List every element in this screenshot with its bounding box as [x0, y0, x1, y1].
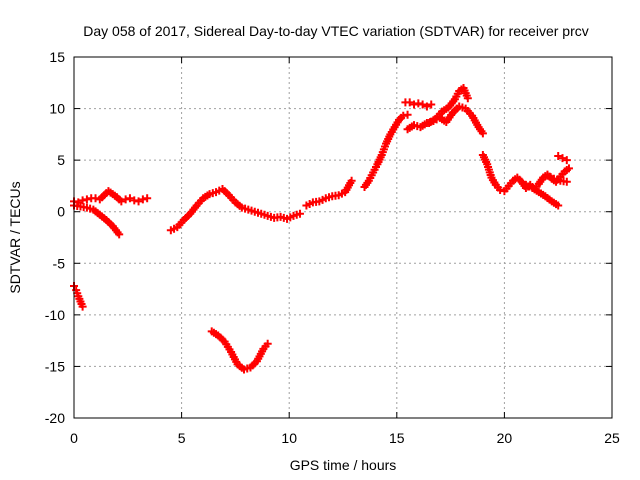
x-tick-label: 0 [70, 430, 78, 446]
series-s10 [425, 83, 472, 128]
x-tick-label: 20 [497, 430, 513, 446]
series-s14 [543, 171, 571, 186]
chart-title: Day 058 of 2017, Sidereal Day-to-day VTE… [83, 23, 589, 39]
data-point [347, 176, 356, 185]
y-axis-title: SDTVAR / TECUs [7, 181, 23, 293]
data-point [78, 302, 87, 311]
data-point [399, 111, 408, 120]
data-point [117, 197, 126, 206]
y-tick-label: 0 [57, 204, 65, 220]
x-tick-label: 5 [178, 430, 186, 446]
data-point [414, 99, 423, 108]
y-tick-label: -5 [53, 255, 66, 271]
data-point [125, 194, 134, 203]
x-tick-label: 10 [281, 430, 297, 446]
data-point [405, 98, 414, 107]
data-point [263, 339, 272, 348]
data-point [558, 154, 567, 163]
data-point [554, 152, 563, 161]
data-point [403, 110, 412, 119]
series-s5 [207, 327, 272, 374]
axis-ticks [73, 56, 613, 419]
series-s8 [401, 98, 436, 111]
y-tick-label: -15 [45, 358, 65, 374]
data-point [134, 197, 143, 206]
data-point [82, 195, 91, 204]
data-point [143, 194, 152, 203]
data-point [410, 100, 419, 109]
data-point [418, 100, 427, 109]
tick-labels: 0 5 10 15 20 25 -20 -15 -10 -5 0 5 10 15 [45, 49, 620, 446]
data-point [478, 129, 487, 138]
y-tick-label: 15 [49, 49, 65, 65]
y-tick-label: -10 [45, 307, 65, 323]
y-tick-label: -20 [45, 410, 65, 426]
data-point [496, 186, 505, 195]
series-s6 [302, 176, 356, 210]
data-point [115, 230, 124, 239]
y-tick-label: 10 [49, 101, 65, 117]
data-point [562, 177, 571, 186]
y-tick-label: 5 [57, 152, 65, 168]
series-s7 [360, 110, 412, 191]
data-point [78, 196, 87, 205]
series-s13 [554, 152, 571, 165]
data-point [130, 196, 139, 205]
series-s4 [166, 185, 304, 235]
data-points [70, 83, 573, 374]
data-point [91, 194, 100, 203]
data-point [427, 100, 436, 109]
x-axis-title: GPS time / hours [290, 457, 397, 473]
plot-frame [73, 56, 613, 419]
data-point [295, 209, 304, 218]
data-point [554, 201, 563, 210]
data-point [463, 94, 472, 103]
data-point [121, 195, 130, 204]
data-point [138, 195, 147, 204]
data-point [564, 164, 573, 173]
grid-lines [74, 57, 612, 418]
data-point [562, 156, 571, 165]
series-s12 [521, 180, 563, 210]
x-tick-label: 15 [389, 430, 405, 446]
x-tick-label: 25 [604, 430, 620, 446]
data-point [422, 102, 431, 111]
